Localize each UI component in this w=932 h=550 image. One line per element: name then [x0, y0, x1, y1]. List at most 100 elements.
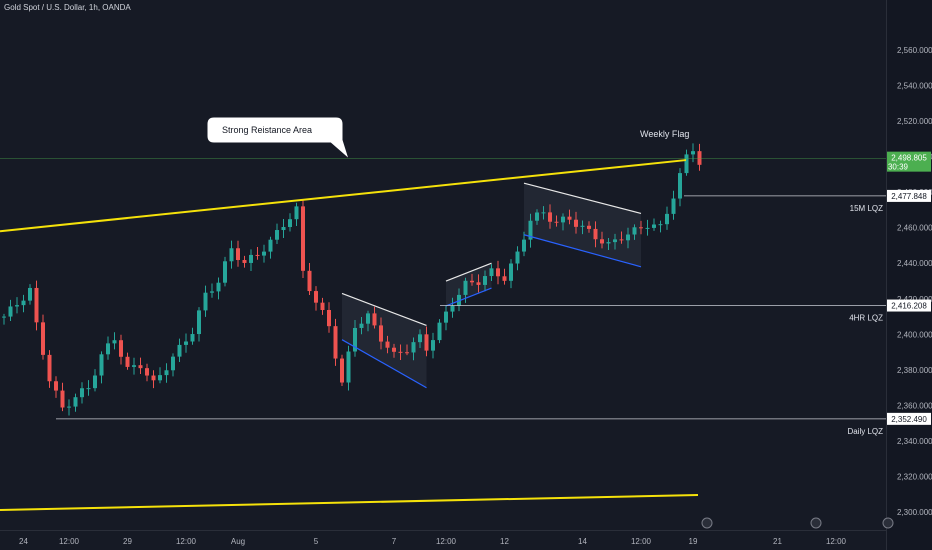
candle-body: [190, 334, 195, 342]
x-tick-label: 12:00: [631, 537, 652, 546]
candle-body: [242, 260, 247, 263]
candle-body: [327, 310, 331, 327]
flag-bottom-line: [523, 234, 642, 268]
candle-body: [691, 151, 695, 155]
candle-body: [158, 375, 162, 381]
candle-body: [405, 352, 409, 354]
x-tick-label: 12:00: [826, 537, 847, 546]
candle-body: [21, 300, 26, 306]
level-price-text: 2,477.848: [891, 192, 927, 201]
candle-body: [496, 268, 500, 277]
candle-body: [132, 365, 136, 367]
candle-body: [437, 322, 442, 341]
x-tick-label: 12:00: [176, 537, 197, 546]
level-price-tag: [887, 189, 931, 202]
y-tick-label: 2,460.000: [897, 224, 932, 233]
candle-body: [509, 263, 513, 281]
candle-body: [294, 206, 299, 220]
x-tick-label: 24: [19, 537, 28, 546]
candle-body: [281, 227, 286, 231]
candle-body: [366, 313, 370, 324]
weekly-flag-label: Weekly Flag: [640, 129, 689, 139]
candle-body: [535, 212, 539, 221]
candle-body: [301, 206, 305, 271]
candle-body: [613, 239, 617, 243]
candle-body: [119, 340, 123, 357]
candle-body: [288, 219, 292, 228]
y-tick-label: 2,320.000: [897, 473, 932, 482]
candle-body: [632, 227, 637, 235]
candle-body: [15, 305, 19, 307]
current-price-badge: [887, 151, 931, 172]
candle-body: [106, 343, 110, 355]
x-tick-label: 19: [689, 537, 698, 546]
level-label: 15M LQZ: [850, 204, 883, 213]
candle-body: [2, 316, 6, 318]
candle-body: [645, 227, 650, 229]
y-tick-label: 2,300.000: [897, 508, 932, 517]
y-tick-label: 2,380.000: [897, 366, 932, 375]
flag-top-line: [523, 182, 642, 215]
candle-body: [262, 251, 266, 256]
candle-body: [385, 341, 390, 348]
x-tick-label: 21: [773, 537, 782, 546]
candle-body: [489, 268, 494, 277]
candle-body: [177, 344, 182, 357]
candle-body: [418, 334, 422, 343]
x-tick-label: 12:00: [59, 537, 80, 546]
symbol-title: Gold Spot / U.S. Dollar, 1h, OANDA: [4, 3, 131, 12]
candle-body: [112, 340, 117, 344]
candle-body: [697, 151, 702, 165]
candle-body: [470, 280, 474, 283]
candle-body: [665, 213, 669, 225]
x-tick-label: 5: [314, 537, 319, 546]
candle-body: [379, 325, 383, 342]
candle-body: [567, 216, 572, 220]
candle-body: [658, 224, 663, 226]
candle-body: [554, 221, 559, 223]
candle-body: [184, 341, 188, 345]
level-label: 4HR LQZ: [849, 314, 883, 323]
candle-body: [28, 287, 32, 301]
support-line: [0, 494, 699, 511]
candle-body: [652, 224, 656, 228]
candle-body: [125, 356, 130, 367]
candle-body: [346, 351, 351, 383]
candle-body: [671, 198, 676, 214]
candle-body: [138, 365, 143, 369]
candle-body: [574, 219, 578, 227]
resistance-callout-box: [207, 117, 349, 158]
x-tick-label: 7: [392, 537, 397, 546]
flag-top-line: [445, 262, 492, 282]
candle-body: [203, 292, 208, 311]
candle-body: [515, 251, 520, 264]
candle-body: [86, 388, 91, 390]
candle-body: [60, 390, 65, 408]
price-axis-panel: [886, 0, 932, 550]
candle-body: [80, 388, 84, 398]
y-tick-label: 2,360.000: [897, 402, 932, 411]
candle-body: [450, 305, 455, 312]
level-price-tag: [887, 412, 931, 425]
y-tick-label: 2,520.000: [897, 117, 932, 126]
candle-body: [353, 327, 357, 352]
candle-body: [307, 270, 312, 292]
resistance-callout-text: Strong Reistance Area: [222, 125, 312, 135]
candle-body: [606, 242, 611, 244]
candle-body: [528, 220, 533, 240]
resistance-line: [0, 159, 687, 233]
flag-fill: [342, 293, 427, 388]
candle-body: [587, 225, 591, 229]
candle-body: [580, 225, 585, 227]
candle-body: [398, 351, 403, 353]
candle-body: [210, 291, 214, 293]
y-tick-label: 2,420.000: [897, 295, 932, 304]
candle-body: [216, 282, 221, 292]
candle-body: [255, 254, 260, 256]
x-tick-label: 12: [500, 537, 509, 546]
candle-body: [463, 280, 468, 295]
current-price-text: 2,498.805: [891, 154, 927, 163]
